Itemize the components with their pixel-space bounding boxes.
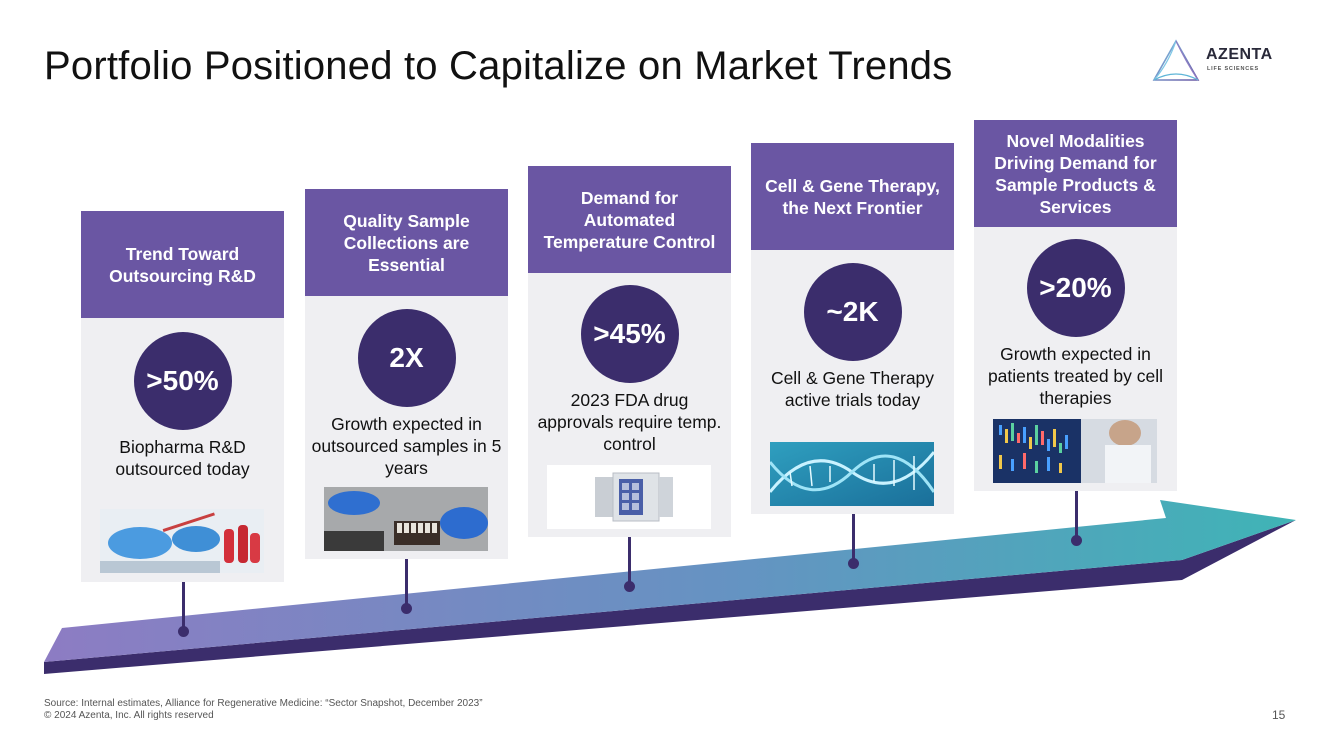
card-header: Demand for Automated Temperature Control <box>528 166 731 273</box>
stat-circle: >45% <box>580 285 679 383</box>
scientist-data-photo <box>993 419 1157 483</box>
logo-subtitle: LIFE SCIENCES <box>1207 66 1259 72</box>
timeline-dot <box>848 558 859 569</box>
card-header: Quality Sample Collections are Essential <box>305 189 508 296</box>
timeline-dot <box>1071 535 1082 546</box>
timeline-dot <box>624 581 635 592</box>
logo-name: AZENTA <box>1206 46 1273 63</box>
trend-card-outsourcing: Trend Toward Outsourcing R&D >50% Biopha… <box>81 211 284 582</box>
connector-line <box>405 559 408 609</box>
connector-line <box>852 514 855 564</box>
trend-card-sample-collections: Quality Sample Collections are Essential… <box>305 189 508 559</box>
cryo-sample-photo <box>324 487 488 551</box>
automated-freezer-photo <box>547 465 711 529</box>
slide-title: Portfolio Positioned to Capitalize on Ma… <box>44 44 953 88</box>
connector-line <box>628 537 631 587</box>
timeline-dot <box>178 626 189 637</box>
card-header: Trend Toward Outsourcing R&D <box>81 211 284 318</box>
timeline-dot <box>401 603 412 614</box>
stat-circle: >50% <box>133 332 232 430</box>
copyright-text: © 2024 Azenta, Inc. All rights reserved <box>44 710 214 721</box>
stat-circle: 2X <box>357 309 456 407</box>
card-description: 2023 FDA drug approvals require temp. co… <box>537 390 722 454</box>
connector-line <box>182 582 185 632</box>
trend-card-novel-modalities: Novel Modalities Driving Demand for Samp… <box>974 120 1177 491</box>
azenta-logo-icon <box>1152 39 1200 81</box>
azenta-logo: AZENTA LIFE SCIENCES <box>1150 38 1300 84</box>
source-footnote: Source: Internal estimates, Alliance for… <box>44 698 483 722</box>
stat-circle: ~2K <box>803 263 902 361</box>
stat-circle: >20% <box>1026 239 1125 337</box>
dna-helix-photo <box>770 442 934 506</box>
card-description: Growth expected in outsourced samples in… <box>311 414 502 478</box>
connector-line <box>1075 491 1078 541</box>
card-header: Cell & Gene Therapy, the Next Frontier <box>751 143 954 250</box>
trend-card-cell-gene-therapy: Cell & Gene Therapy, the Next Frontier ~… <box>751 143 954 514</box>
card-description: Biopharma R&D outsourced today <box>115 437 250 479</box>
source-text: Source: Internal estimates, Alliance for… <box>44 698 483 709</box>
card-description: Growth expected in patients treated by c… <box>987 344 1164 408</box>
trend-card-temperature-control: Demand for Automated Temperature Control… <box>528 166 731 537</box>
page-number: 15 <box>1272 708 1286 722</box>
lab-gloves-photo <box>100 509 264 573</box>
card-header: Novel Modalities Driving Demand for Samp… <box>974 120 1177 227</box>
card-description: Cell & Gene Therapy active trials today <box>770 368 935 410</box>
